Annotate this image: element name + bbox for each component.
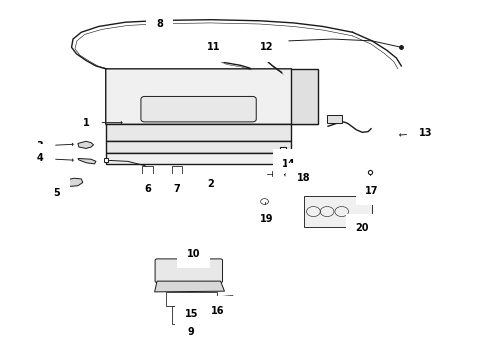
Text: 3: 3 [36, 141, 73, 151]
Text: 4: 4 [36, 153, 73, 163]
Bar [172, 306, 212, 324]
Text: 19: 19 [260, 214, 274, 224]
Text: 9: 9 [188, 327, 195, 337]
Text: 10: 10 [187, 248, 200, 261]
Bar [143, 166, 153, 176]
Text: 17: 17 [365, 185, 379, 196]
Text: 12: 12 [260, 42, 274, 58]
Text: 15: 15 [185, 310, 198, 319]
Text: 7: 7 [173, 180, 180, 194]
Bar [166, 292, 217, 306]
Text: 16: 16 [211, 306, 225, 316]
Text: 18: 18 [284, 173, 311, 183]
Polygon shape [78, 158, 96, 164]
Text: 11: 11 [206, 42, 225, 57]
FancyBboxPatch shape [155, 259, 222, 283]
Polygon shape [106, 69, 318, 125]
Bar [327, 116, 342, 123]
Polygon shape [106, 140, 292, 153]
Text: 5: 5 [53, 185, 67, 198]
Bar [304, 196, 372, 226]
Text: 13: 13 [400, 129, 433, 138]
Polygon shape [59, 178, 83, 186]
Polygon shape [220, 296, 234, 302]
FancyBboxPatch shape [141, 96, 256, 122]
Polygon shape [106, 153, 292, 164]
Text: 1: 1 [83, 118, 122, 128]
Text: 20: 20 [355, 221, 369, 233]
Polygon shape [106, 125, 292, 140]
Bar [172, 166, 182, 176]
Polygon shape [155, 281, 224, 292]
Text: 8: 8 [156, 19, 163, 35]
Polygon shape [292, 69, 319, 125]
Text: 6: 6 [144, 180, 150, 194]
Text: 14: 14 [282, 154, 296, 169]
Text: 2: 2 [206, 172, 214, 189]
Polygon shape [78, 141, 94, 148]
